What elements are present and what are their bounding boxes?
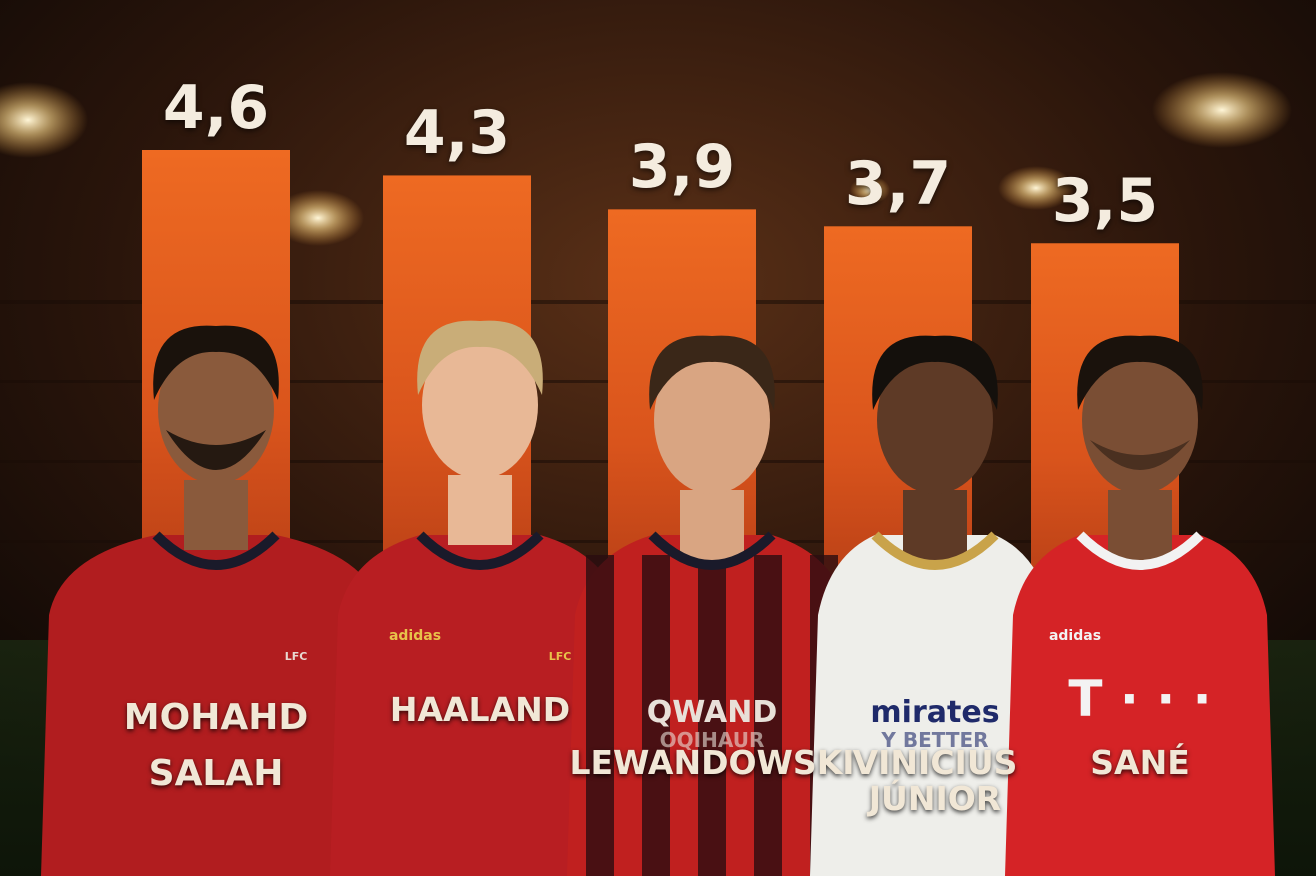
jersey-sponsor-3: QWAND (646, 695, 778, 730)
jersey-sponsor-5: T · · · (1068, 670, 1212, 728)
player-name-line: JÚNIOR (868, 779, 1002, 818)
player-name-line: SANÉ (1090, 743, 1190, 782)
player-name-3: LEWANDOWSKI (562, 745, 862, 781)
collar (871, 531, 999, 570)
player-hair (872, 335, 998, 410)
player-hair (153, 325, 279, 400)
jersey-sponsor-sub-3: OQIHAUR (659, 728, 765, 752)
player-figure-3 (567, 335, 857, 876)
jersey-stripe (698, 555, 726, 876)
jersey-crest-2: LFC (548, 650, 572, 663)
floodlights (0, 72, 1292, 246)
jersey-5 (1005, 535, 1275, 876)
player-figure-2 (330, 320, 630, 876)
player-name-5: SANÉ (990, 745, 1290, 781)
player-head (654, 346, 770, 494)
jersey-brand-5: adidas (1048, 628, 1102, 644)
value-label-3: 3,9 (628, 132, 736, 203)
player-name-1: MOHAHD SALAH (66, 690, 366, 802)
player-name-line: SALAH (148, 753, 284, 794)
jersey-1 (41, 535, 391, 876)
jersey-stripe (642, 555, 670, 876)
player-beard (166, 430, 266, 470)
collar (1076, 531, 1204, 570)
player-head (877, 346, 993, 494)
player-beard (1090, 440, 1190, 470)
value-label-1: 4,6 (162, 73, 270, 143)
player-name-line: LEWANDOWSKI (569, 743, 855, 782)
player-name-line: HAALAND (389, 690, 571, 729)
collar (416, 531, 544, 570)
player-hair (417, 320, 543, 395)
jersey-2 (330, 535, 630, 876)
value-label-4: 3,7 (844, 149, 952, 220)
player-name-4: VINICIUS JÚNIOR (785, 745, 1085, 817)
collar (648, 531, 776, 570)
player-figure-5 (1005, 335, 1275, 876)
player-name-line: MOHAHD (123, 697, 309, 738)
jersey-sponsor-sub-4: Y BETTER (881, 728, 989, 752)
jersey-brand-2: adidas (388, 628, 442, 644)
player-hair (649, 335, 775, 410)
value-label-2: 4,3 (403, 98, 511, 169)
player-name-2: HAALAND (330, 692, 630, 728)
player-figure-1 (41, 325, 391, 876)
player-hair (1077, 335, 1203, 410)
jersey-stripe (586, 555, 614, 876)
neck (680, 490, 744, 560)
collar (152, 531, 280, 570)
value-label-5: 3,5 (1051, 166, 1159, 237)
player-head (422, 331, 538, 479)
neck (903, 490, 967, 560)
jersey-sponsor-4: mirates (870, 695, 1000, 730)
jersey-crest-1: LFC (284, 650, 308, 663)
neck (1108, 490, 1172, 560)
neck (448, 475, 512, 545)
player-figure-4 (810, 335, 1060, 876)
player-name-line: VINICIUS (852, 743, 1018, 782)
jersey-stripe (754, 555, 782, 876)
jersey-4 (810, 535, 1060, 876)
neck (184, 480, 248, 550)
